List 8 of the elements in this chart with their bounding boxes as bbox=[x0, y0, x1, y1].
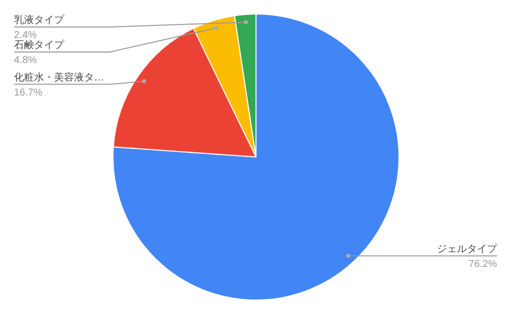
slice-label: 化粧水・美容液タ… bbox=[14, 71, 104, 84]
slice-label: 乳液タイプ bbox=[14, 14, 65, 26]
data-label: 76.2% bbox=[468, 258, 498, 270]
slice-label: ジェルタイプ bbox=[437, 242, 498, 255]
data-label: 4.8% bbox=[14, 55, 37, 66]
data-label: 2.4% bbox=[14, 30, 37, 41]
data-label: 16.7% bbox=[14, 87, 42, 98]
slice-label: 石鹸タイプ bbox=[14, 39, 65, 51]
